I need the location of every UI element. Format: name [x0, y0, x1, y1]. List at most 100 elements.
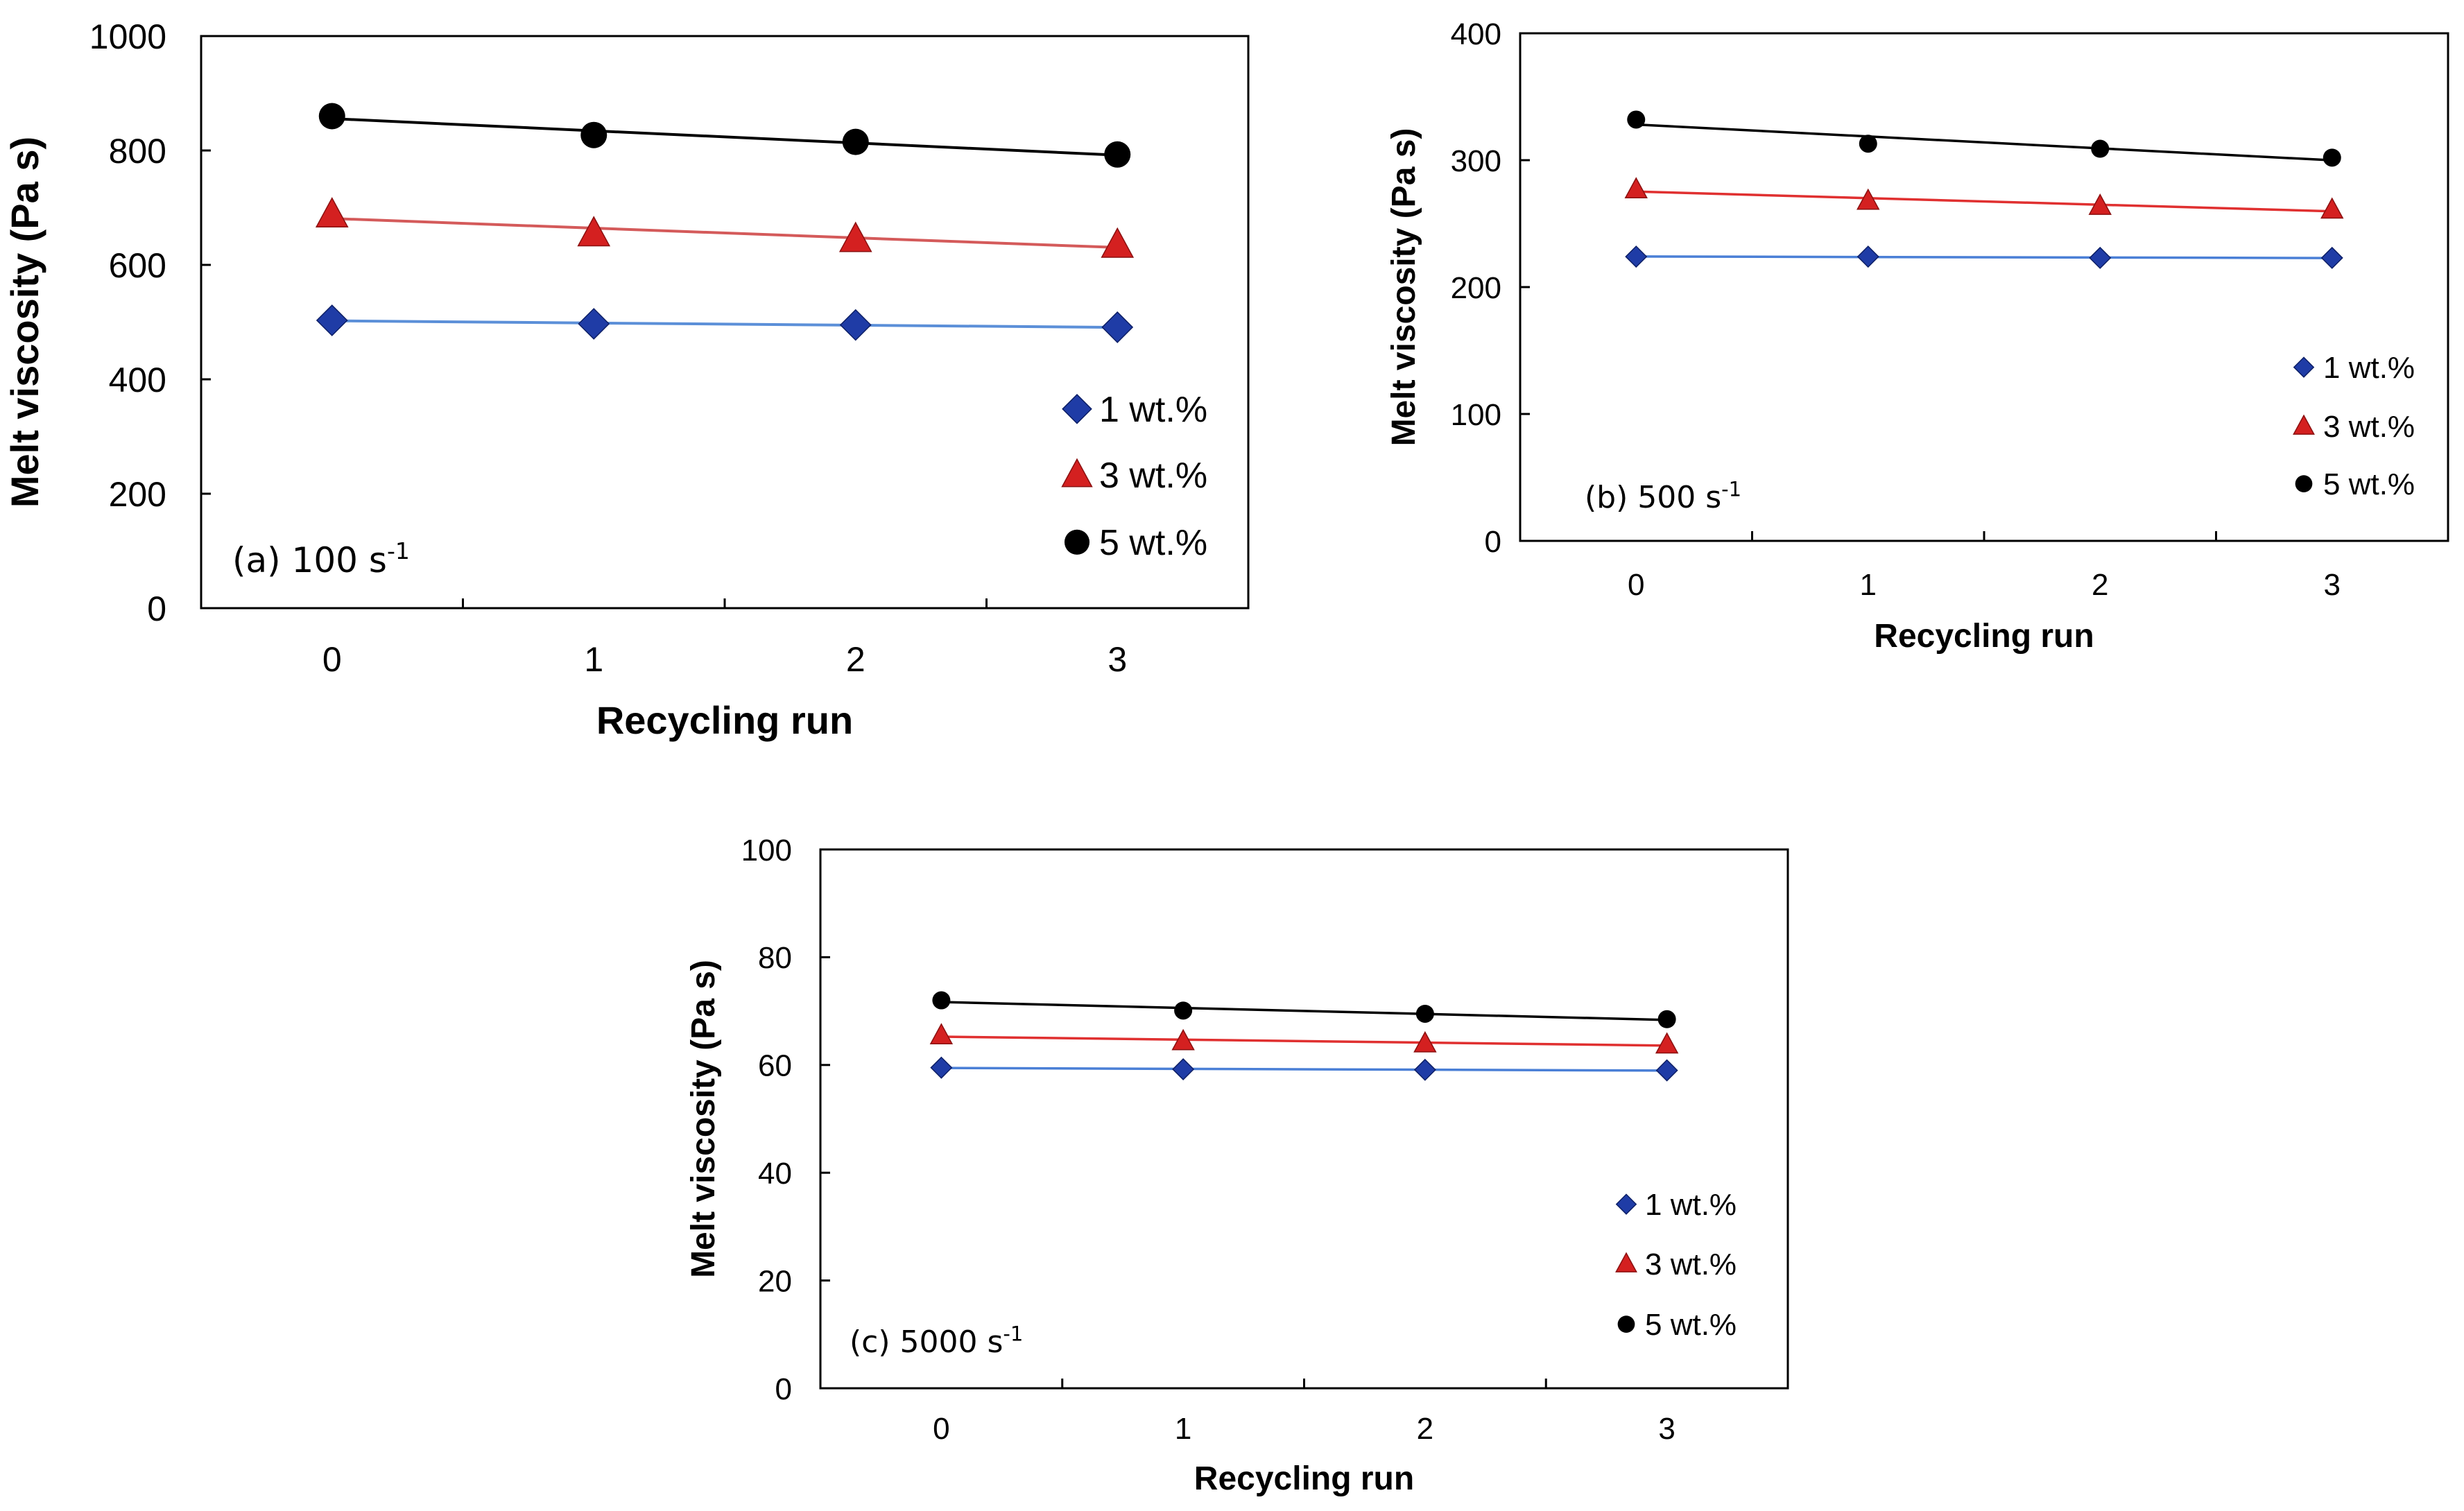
trendline-triangle [1636, 190, 2332, 213]
data-point-diamond [839, 309, 872, 341]
x-tick-label: 3 [1658, 1412, 1675, 1446]
data-point-triangle [1171, 1028, 1195, 1051]
y-axis-title: Melt viscosity (Pa s) [3, 137, 46, 508]
data-point-diamond [578, 308, 610, 340]
x-tick-label: 0 [933, 1412, 949, 1446]
data-point-diamond [930, 1056, 953, 1079]
x-tick-label: 3 [2324, 568, 2341, 602]
trendline-circle [1636, 123, 2332, 162]
panel-label: (b) 500 s-1 [1585, 477, 1741, 515]
data-point-circle [1174, 1001, 1193, 1020]
data-point-circle [2091, 139, 2110, 158]
legend-marker-diamond [1062, 393, 1092, 424]
data-point-circle [580, 121, 608, 148]
data-point-diamond [1413, 1058, 1436, 1081]
x-tick-label: 2 [2092, 568, 2108, 602]
x-tick-label: 3 [1108, 640, 1127, 679]
data-point-triangle [315, 197, 349, 227]
data-point-circle [842, 128, 869, 155]
legend-marker-circle [1064, 529, 1090, 555]
data-point-triangle [577, 216, 611, 247]
legend-label: 1 wt.% [1645, 1188, 1737, 1222]
data-point-circle [932, 991, 951, 1010]
data-point-triangle [1413, 1030, 1437, 1053]
y-tick-label: 80 [758, 941, 792, 975]
chart-panel-1: 0 100 200 300 400 0 1 2 3 Recycling run Melt visco… [1386, 17, 2449, 655]
trendline-diamond [941, 1067, 1667, 1072]
data-point-circle [1859, 135, 1877, 153]
x-tick-label: 0 [1628, 568, 1644, 602]
data-point-triangle [838, 221, 872, 252]
legend-label: 1 wt.% [2323, 351, 2415, 385]
y-tick-label: 1000 [89, 17, 166, 56]
y-axis-title: Melt viscosity (Pa s) [1386, 128, 1422, 447]
trendline-circle [941, 1001, 1667, 1021]
legend-label: 5 wt.% [1645, 1308, 1737, 1342]
data-point-circle [1657, 1010, 1676, 1028]
trendline-diamond [331, 319, 1118, 329]
x-tick-label: 2 [1417, 1412, 1433, 1446]
panel-label-superscript: -1 [1003, 1322, 1023, 1345]
x-tick-label: 1 [1175, 1412, 1191, 1446]
trendline-triangle [331, 217, 1118, 249]
y-tick-label: 0 [147, 589, 166, 628]
data-point-circle [318, 103, 345, 130]
legend-label: 3 wt.% [2323, 410, 2415, 444]
legend-label: 5 wt.% [1099, 523, 1207, 563]
data-point-circle [1627, 110, 1646, 129]
panel-label: (a) 100 s-1 [232, 537, 410, 580]
trendline-circle [331, 117, 1118, 157]
legend-marker-diamond [2293, 356, 2315, 378]
legend-label: 5 wt.% [2323, 467, 2415, 501]
x-tick-label: 1 [584, 640, 603, 679]
data-point-diamond [1172, 1058, 1195, 1081]
y-tick-label: 200 [1451, 271, 1501, 305]
x-axis-title: Recycling run [1874, 618, 2094, 655]
data-point-diamond [2320, 246, 2343, 269]
data-point-triangle [1624, 177, 1648, 199]
legend-label: 1 wt.% [1099, 390, 1207, 430]
x-axis-title: Recycling run [1194, 1460, 1414, 1497]
plot-area-frame [1519, 32, 2449, 542]
data-point-diamond [316, 304, 348, 336]
data-point-diamond [1856, 245, 1879, 268]
trendline-diamond [1636, 255, 2332, 259]
legend-marker-triangle [1061, 458, 1093, 487]
y-tick-label: 20 [758, 1264, 792, 1298]
data-point-diamond [1655, 1059, 1678, 1082]
panel-label-text: (b) 500 s [1585, 480, 1721, 515]
data-point-triangle [2320, 197, 2344, 219]
data-point-diamond [1101, 311, 1134, 343]
legend-marker-triangle [2293, 414, 2315, 435]
panel-label: (c) 5000 s-1 [850, 1322, 1023, 1360]
x-tick-label: 1 [1860, 568, 1877, 602]
legend-marker-circle [2295, 475, 2313, 492]
chart-panel-0: 0 200 400 600 800 1000 0 1 2 3 Recycling run Melt v… [3, 17, 1250, 742]
data-point-circle [1415, 1004, 1434, 1023]
legend-marker-circle [1617, 1315, 1635, 1333]
data-point-circle [2323, 148, 2341, 167]
y-tick-label: 600 [109, 246, 166, 285]
data-point-diamond [2089, 246, 2112, 269]
y-tick-label: 40 [758, 1157, 792, 1191]
x-axis-title: Recycling run [596, 698, 853, 742]
data-point-triangle [1856, 188, 1880, 210]
y-tick-label: 0 [775, 1372, 792, 1406]
plot-area-frame [819, 848, 1789, 1390]
trendline-triangle [941, 1035, 1667, 1047]
y-tick-label: 0 [1485, 525, 1501, 559]
panel-label-superscript: -1 [1721, 477, 1741, 501]
y-tick-label: 100 [741, 834, 792, 867]
y-tick-label: 100 [1451, 398, 1501, 432]
data-point-diamond [1625, 245, 1648, 268]
data-point-triangle [1655, 1032, 1679, 1054]
legend-label: 3 wt.% [1099, 456, 1207, 496]
data-point-triangle [1101, 227, 1135, 258]
x-tick-label: 0 [322, 640, 342, 679]
data-point-circle [1104, 141, 1131, 168]
chart-panel-2: 0 20 40 60 80 100 0 1 2 3 Recycling run Melt viscos… [685, 834, 1789, 1497]
x-tick-label: 2 [846, 640, 865, 679]
panel-label-text: (c) 5000 s [850, 1324, 1003, 1360]
y-tick-label: 60 [758, 1049, 792, 1083]
